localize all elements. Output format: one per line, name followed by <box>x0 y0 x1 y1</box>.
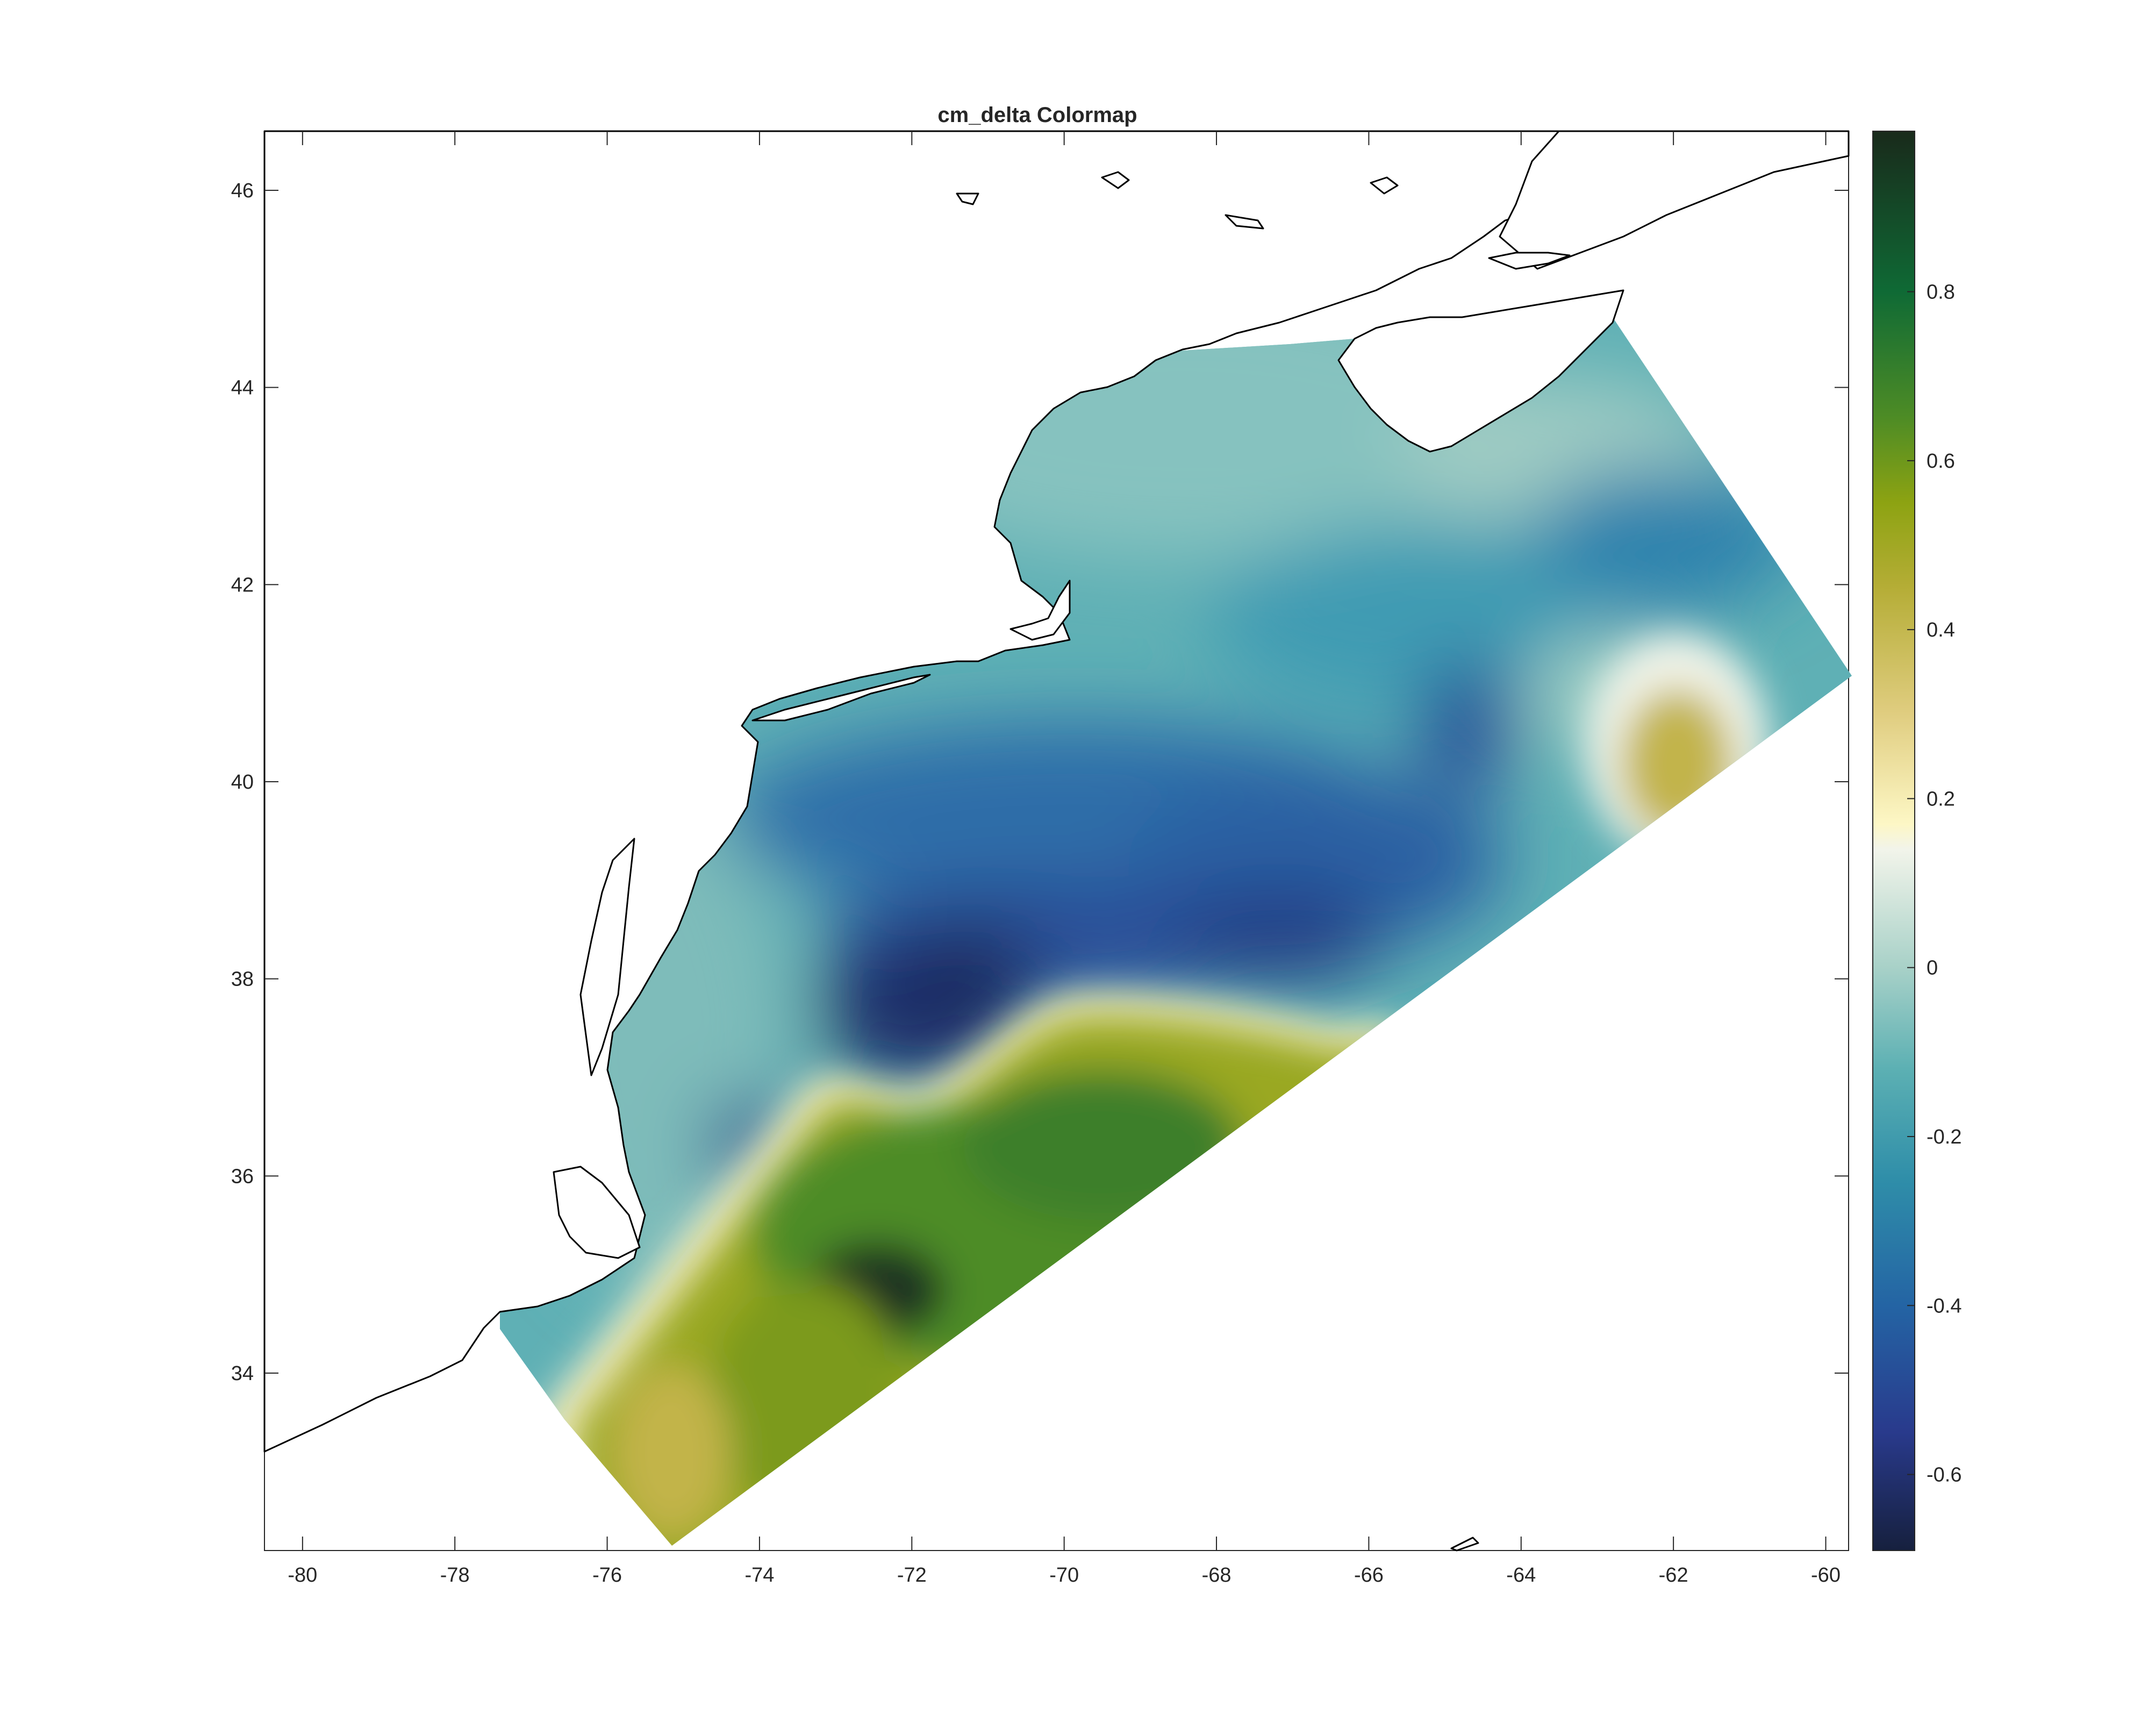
y-axis-ticks: 34 36 38 40 42 44 46 <box>231 180 1849 1385</box>
chesapeake-bay-land <box>579 838 635 1076</box>
x-tick-label: -60 <box>1811 1564 1841 1587</box>
x-tick-label: -66 <box>1354 1564 1384 1587</box>
chart-title: cm_delta Colormap <box>937 103 1137 127</box>
gulfstream-yellow-south <box>613 1366 731 1538</box>
y-tick-label: 40 <box>231 771 254 794</box>
colorbar-tick-label: 0.4 <box>1927 619 1955 641</box>
x-tick-label: -64 <box>1506 1564 1536 1587</box>
x-tick-label: -80 <box>288 1564 317 1587</box>
colorbar-tick-label: 0.2 <box>1927 788 1955 810</box>
cape-cod <box>1009 580 1071 641</box>
inland-lakes-north <box>1225 214 1264 230</box>
us-east-coast <box>263 130 1775 1453</box>
colorbar-tick-label: 0.8 <box>1927 281 1955 304</box>
colorbar-tick-label: 0 <box>1927 957 1938 980</box>
x-tick-label: -70 <box>1049 1564 1079 1587</box>
cape-breton-canada <box>1499 130 1850 270</box>
outer-banks-shore <box>553 1166 641 1259</box>
eddy-dark-2 <box>898 925 1037 1000</box>
x-tick-label: -78 <box>440 1564 470 1587</box>
colorbar-tick-label: 0.6 <box>1927 450 1955 473</box>
x-tick-label: -72 <box>897 1564 927 1587</box>
x-tick-label: -74 <box>744 1564 774 1587</box>
colorbar <box>1872 131 1915 1551</box>
eddy-blue-north <box>1419 661 1516 790</box>
land-layer <box>263 130 1850 1552</box>
islands-south <box>1450 1537 1479 1552</box>
colorbar-tick-label: -0.2 <box>1927 1126 1961 1148</box>
y-tick-label: 44 <box>231 377 254 399</box>
x-tick-label: -76 <box>592 1564 622 1587</box>
y-tick-label: 34 <box>231 1362 254 1385</box>
x-axis-ticks: -80 -78 -76 -74 -72 -70 -68 -66 -64 -62 -60 <box>288 131 1841 1587</box>
y-tick-label: 36 <box>231 1165 254 1188</box>
colorbar-tick-label: -0.6 <box>1927 1464 1961 1487</box>
field-blobs <box>532 317 1801 1290</box>
x-tick-label: -62 <box>1659 1564 1688 1587</box>
colorbar-tick-label: -0.4 <box>1927 1295 1961 1317</box>
scotian-offshore-blue <box>1532 468 1801 608</box>
eddy-dark-3 <box>1172 887 1387 984</box>
y-tick-label: 42 <box>231 574 254 596</box>
y-tick-label: 46 <box>231 180 254 202</box>
y-tick-label: 38 <box>231 968 254 991</box>
colorbar-ticks: -0.6 -0.4 -0.2 0 0.2 0.4 0.6 0.8 <box>1907 281 1961 1487</box>
long-island <box>751 674 931 721</box>
nova-scotia <box>1337 289 1624 453</box>
pei <box>1488 252 1571 270</box>
islands-gulf-of-st-lawrence <box>956 171 1399 205</box>
x-tick-label: -68 <box>1202 1564 1231 1587</box>
